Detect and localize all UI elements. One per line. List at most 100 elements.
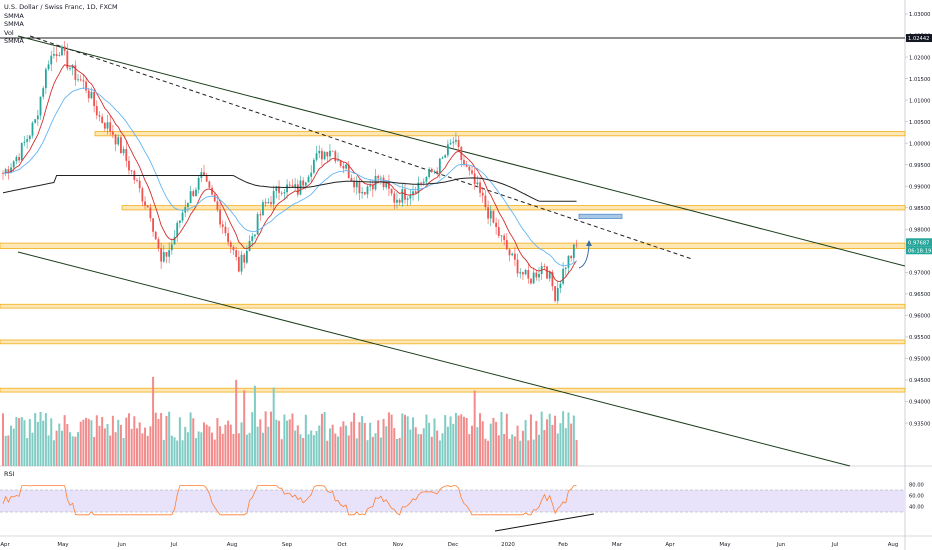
candle-body (256, 214, 259, 235)
smma-slow-line (2, 175, 577, 202)
volume-bar (203, 422, 205, 466)
volume-bar (235, 379, 238, 466)
volume-bar (208, 426, 211, 466)
candle-body (532, 272, 535, 284)
candle-body (82, 80, 85, 82)
volume-bar (264, 411, 267, 466)
volume-bar (387, 412, 390, 466)
candle-body (87, 90, 90, 99)
candle-body (350, 178, 353, 182)
candle-body (296, 184, 299, 195)
candle-body (254, 234, 256, 237)
volume-bar (438, 440, 441, 466)
volume-bar (404, 414, 406, 466)
volume-bar (74, 436, 77, 466)
volume-bar (39, 411, 42, 466)
volume-bar (243, 390, 246, 466)
volume-bar (409, 429, 412, 466)
candle-body (315, 153, 318, 160)
candle-body (535, 272, 538, 278)
candle-body (302, 180, 305, 186)
candle-body (69, 68, 71, 70)
candle-body (47, 64, 50, 70)
volume-bar (162, 439, 165, 466)
candle-body (275, 186, 278, 192)
volume-bar (10, 425, 13, 466)
candle-body (484, 195, 487, 208)
candle-body (74, 65, 77, 80)
candle-body (20, 142, 23, 161)
volume-bar (505, 413, 508, 466)
volume-bar (237, 433, 240, 466)
time-tick-label: Jun (776, 542, 785, 548)
volume-bar (425, 414, 428, 466)
candle-body (224, 226, 227, 234)
candle-body (286, 184, 288, 193)
volume-bar (275, 419, 278, 466)
candle-body (44, 69, 47, 89)
level-badge (906, 34, 932, 43)
candle-body (283, 192, 286, 194)
candle-body (398, 199, 401, 203)
legend-smma-2: SMMA (4, 20, 24, 28)
candle-body (136, 179, 138, 181)
candle-body (229, 242, 232, 248)
volume-bar (446, 426, 449, 466)
volume-bar (390, 414, 393, 466)
price-tick-label: 0.99500 (909, 163, 930, 169)
candle-body (251, 236, 254, 241)
candle-body (23, 141, 26, 143)
candle-body (425, 177, 428, 182)
time-tick-label: Aug (227, 542, 238, 548)
candle-body (149, 207, 152, 219)
time-tick-label: Nov (393, 542, 404, 548)
candle-body (567, 255, 570, 268)
candle-body (160, 248, 163, 262)
candle-body (538, 274, 540, 278)
volume-bar (2, 413, 4, 466)
time-tick-label: Feb (558, 542, 568, 548)
volume-bar (551, 424, 554, 466)
volume-bar (420, 434, 423, 466)
volume-bar (98, 425, 101, 466)
candle-body (468, 166, 471, 171)
candle-body (369, 185, 372, 187)
candle-body (310, 172, 313, 177)
price-tick-label: 0.95500 (909, 335, 930, 341)
candle-body (543, 266, 546, 268)
candle-body (106, 122, 109, 129)
candle-body (441, 157, 444, 159)
volume-bar (114, 432, 117, 466)
candle-body (355, 181, 358, 188)
price-tick-label: 0.94000 (909, 400, 930, 406)
volume-bar (374, 433, 377, 466)
dashed-trendline (29, 35, 693, 260)
volume-bar (379, 437, 382, 466)
volume-bar (310, 430, 313, 466)
volume-bar (366, 440, 369, 466)
candle-body (197, 177, 200, 190)
candle-body (409, 195, 412, 199)
time-tick-label: Mar (612, 542, 623, 548)
candle-body (125, 149, 128, 161)
volume-bar (47, 435, 50, 466)
candle-body (489, 210, 492, 219)
candle-body (371, 185, 374, 190)
volume-bar (476, 427, 479, 466)
volume-bar (562, 411, 565, 466)
time-tick-label: Jul (831, 542, 839, 548)
candle-body (307, 176, 310, 183)
support-resistance-zone (0, 303, 906, 309)
volume-bar (168, 411, 171, 466)
volume-bar (221, 433, 224, 466)
candle-body (457, 139, 460, 148)
volume-bar (495, 421, 498, 466)
volume-bar (77, 432, 80, 466)
volume-bar (575, 440, 578, 466)
volume-bar (294, 430, 297, 466)
candle-body (245, 250, 248, 263)
volume-bar (133, 416, 136, 466)
volume-bar (194, 438, 197, 466)
volume-bar (149, 426, 152, 466)
